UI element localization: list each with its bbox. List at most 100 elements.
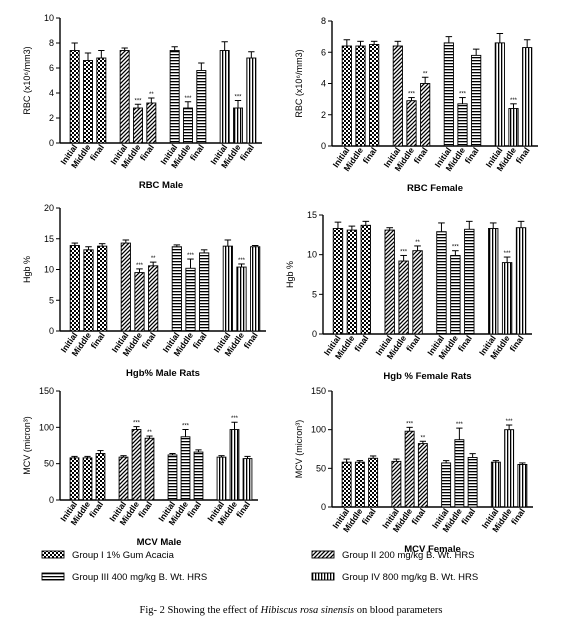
bar <box>501 262 513 335</box>
bar <box>406 100 417 147</box>
bar <box>443 42 454 147</box>
bar <box>246 57 257 144</box>
significance-label: *** <box>136 263 144 269</box>
y-tick-label: 100 <box>311 425 326 435</box>
significance-label: *** <box>406 421 414 427</box>
legend-swatch <box>41 550 65 559</box>
significance-label: *** <box>459 92 467 98</box>
y-tick-label: 15 <box>44 234 54 244</box>
bar <box>384 229 395 335</box>
legend-label: Group II 200 mg/kg B. Wt. HRS <box>342 550 475 561</box>
x-tick-label: final <box>188 142 206 162</box>
x-tick-label: final <box>234 499 252 519</box>
bar <box>216 456 227 501</box>
bar <box>69 50 80 144</box>
x-tick-label: final <box>140 330 158 350</box>
bar <box>193 451 204 501</box>
bar <box>515 227 527 335</box>
bar <box>341 45 352 147</box>
y-tick-label: 10 <box>44 13 54 23</box>
bar <box>233 107 243 144</box>
bar <box>229 429 240 501</box>
bar <box>171 246 182 332</box>
x-tick-label: final <box>191 330 209 350</box>
bar <box>454 439 465 508</box>
legend-label: Group IV 800 mg/kg B. Wt. HRS <box>342 572 478 583</box>
chart-title: RBC Male <box>139 180 183 191</box>
bar <box>450 255 461 335</box>
bar <box>196 70 207 144</box>
bar <box>119 50 130 144</box>
y-tick-label: 0 <box>49 138 54 148</box>
bar <box>490 461 501 508</box>
significance-label: *** <box>456 422 464 428</box>
y-tick-label: 100 <box>39 422 54 432</box>
bar <box>219 50 230 144</box>
x-tick-label: final <box>138 142 156 162</box>
bar <box>368 457 379 508</box>
y-tick-label: 15 <box>307 210 317 220</box>
y-axis-label: RBC (x10⁶/mm3) <box>22 46 32 114</box>
bar <box>69 245 80 332</box>
bar <box>146 102 157 144</box>
x-tick-label: final <box>463 145 481 165</box>
significance-label: ** <box>415 240 420 246</box>
bar <box>436 231 447 335</box>
bar <box>134 272 145 332</box>
bar <box>118 456 129 501</box>
x-tick-label: final <box>412 145 430 165</box>
significance-label: ** <box>421 435 426 441</box>
y-tick-label: 2 <box>321 110 326 120</box>
x-tick-label: final <box>88 142 106 162</box>
bar <box>96 57 107 144</box>
bar <box>517 464 528 508</box>
y-tick-label: 10 <box>44 265 54 275</box>
bar <box>504 429 515 508</box>
x-tick-label: final <box>352 333 370 353</box>
y-tick-label: 0 <box>49 326 54 336</box>
chart-title: Hgb% Male Rats <box>126 368 200 379</box>
x-tick-label: final <box>404 333 422 353</box>
y-tick-label: 150 <box>39 386 54 396</box>
y-tick-label: 0 <box>312 329 317 339</box>
bar <box>169 50 180 144</box>
y-tick-label: 5 <box>49 295 54 305</box>
bar <box>332 228 344 335</box>
bar <box>250 246 261 332</box>
bar <box>222 245 233 332</box>
y-tick-label: 4 <box>321 79 326 89</box>
x-tick-label: final <box>238 142 256 162</box>
legend-swatch <box>311 572 335 581</box>
significance-label: *** <box>234 95 242 101</box>
y-axis-label: MCV (micron³) <box>294 420 304 479</box>
figure-caption: Fig- 2 Showing the effect of Hibiscus ro… <box>0 605 582 616</box>
significance-label: *** <box>231 416 239 422</box>
x-tick-label: final <box>89 330 107 350</box>
bar <box>82 457 93 501</box>
legend-item: Group I 1% Gum Acacia <box>41 550 175 561</box>
bar <box>180 436 191 501</box>
bar <box>420 83 431 147</box>
x-tick-label: final <box>514 145 532 165</box>
bar <box>522 47 533 147</box>
x-tick-label: final <box>409 506 427 526</box>
x-tick-label: final <box>456 333 474 353</box>
bar <box>355 45 366 147</box>
y-tick-label: 150 <box>311 386 326 396</box>
bar <box>354 461 365 508</box>
significance-label: ** <box>147 430 152 436</box>
bar <box>488 228 499 335</box>
legend-label: Group I 1% Gum Acacia <box>72 550 175 561</box>
significance-label: ** <box>423 71 428 77</box>
y-tick-label: 6 <box>49 63 54 73</box>
bar <box>412 250 423 335</box>
chart-title: RBC Female <box>407 183 463 194</box>
significance-label: *** <box>184 96 192 102</box>
